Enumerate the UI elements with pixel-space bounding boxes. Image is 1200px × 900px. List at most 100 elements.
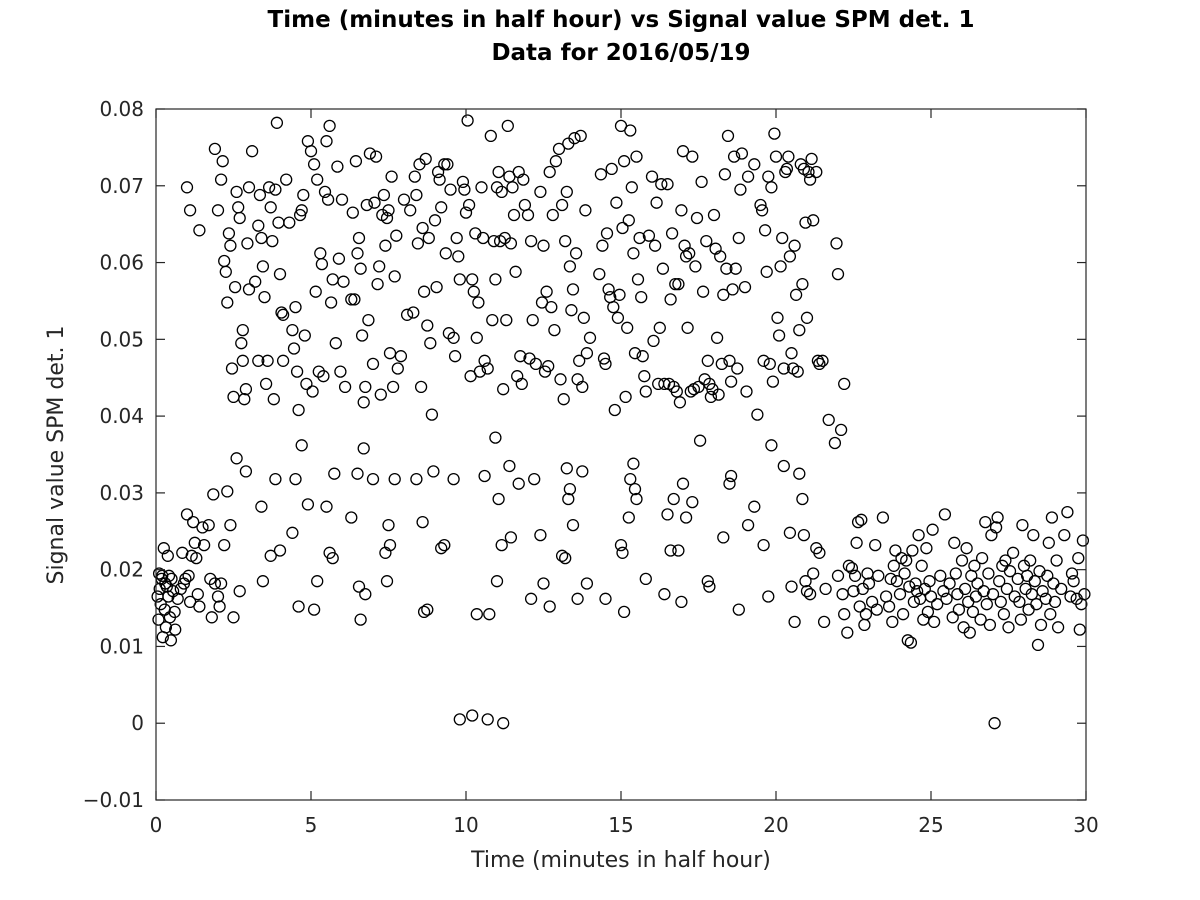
data-point bbox=[650, 196, 663, 209]
data-point bbox=[799, 216, 812, 229]
data-point bbox=[211, 590, 225, 603]
data-point bbox=[433, 173, 446, 186]
data-point bbox=[388, 472, 401, 486]
data-point bbox=[275, 306, 288, 319]
data-point bbox=[459, 206, 473, 219]
data-point bbox=[506, 181, 519, 194]
data-point bbox=[262, 181, 276, 194]
data-point bbox=[362, 313, 375, 327]
data-point bbox=[748, 500, 761, 513]
data-point bbox=[647, 334, 660, 348]
chart-title: Time (minutes in half hour) vs Signal va… bbox=[268, 7, 975, 33]
data-point bbox=[495, 185, 508, 199]
data-point bbox=[509, 265, 522, 278]
data-point bbox=[1041, 569, 1054, 582]
data-point bbox=[286, 323, 299, 337]
data-point bbox=[977, 585, 990, 598]
x-tick-label: 15 bbox=[608, 813, 633, 837]
data-point bbox=[245, 145, 259, 158]
data-point bbox=[300, 377, 313, 391]
data-point bbox=[793, 323, 806, 337]
data-point bbox=[695, 175, 708, 189]
data-point bbox=[501, 119, 514, 133]
data-point bbox=[515, 377, 528, 391]
data-point bbox=[495, 538, 508, 552]
data-point bbox=[566, 283, 580, 296]
data-point bbox=[214, 173, 228, 186]
data-point bbox=[400, 308, 414, 321]
data-point bbox=[960, 542, 973, 555]
data-point bbox=[383, 538, 397, 552]
data-point bbox=[1028, 575, 1041, 588]
data-point bbox=[205, 611, 218, 624]
data-point bbox=[717, 531, 730, 544]
data-point bbox=[214, 577, 228, 590]
data-point bbox=[799, 575, 812, 588]
data-point bbox=[404, 204, 417, 217]
data-point bbox=[785, 580, 798, 593]
data-point bbox=[616, 546, 629, 559]
data-point bbox=[207, 488, 220, 501]
data-point bbox=[638, 370, 651, 383]
data-point bbox=[1000, 582, 1014, 596]
data-point bbox=[661, 178, 674, 191]
y-tick-label: 0.08 bbox=[99, 97, 144, 121]
data-point bbox=[492, 165, 505, 179]
data-point bbox=[224, 239, 237, 252]
data-point bbox=[394, 350, 408, 363]
x-tick-label: 0 bbox=[150, 813, 163, 837]
data-point bbox=[946, 611, 959, 624]
data-point bbox=[490, 575, 504, 588]
y-tick-label: 0.05 bbox=[99, 327, 144, 351]
data-point bbox=[893, 588, 907, 601]
data-point bbox=[679, 511, 693, 524]
data-point bbox=[191, 588, 204, 601]
data-point bbox=[391, 362, 404, 375]
data-point bbox=[311, 173, 324, 186]
data-point bbox=[1047, 577, 1060, 590]
data-point bbox=[554, 373, 567, 386]
data-point bbox=[841, 626, 854, 639]
data-point bbox=[731, 362, 744, 375]
data-point bbox=[926, 523, 939, 536]
data-point bbox=[360, 198, 373, 212]
data-point bbox=[838, 377, 851, 391]
x-tick-label: 30 bbox=[1073, 813, 1098, 837]
data-point bbox=[886, 615, 899, 629]
data-point bbox=[276, 354, 290, 367]
data-point bbox=[442, 327, 456, 340]
data-point bbox=[235, 337, 248, 350]
data-point bbox=[703, 580, 716, 593]
data-point bbox=[758, 224, 772, 237]
data-point bbox=[385, 170, 398, 183]
data-point bbox=[557, 393, 570, 406]
data-point bbox=[380, 211, 394, 225]
data-point bbox=[512, 477, 525, 490]
data-point bbox=[576, 380, 589, 394]
data-point bbox=[548, 323, 561, 337]
data-point bbox=[611, 311, 625, 324]
data-point bbox=[751, 408, 764, 421]
data-point bbox=[718, 168, 732, 181]
data-point bbox=[617, 155, 631, 168]
data-point bbox=[297, 188, 310, 202]
data-point bbox=[359, 380, 372, 394]
data-point bbox=[317, 370, 330, 383]
data-point bbox=[1006, 546, 1020, 559]
data-point bbox=[599, 357, 612, 371]
data-point bbox=[862, 577, 876, 590]
data-point bbox=[421, 319, 434, 332]
data-point bbox=[489, 431, 502, 444]
data-point bbox=[269, 472, 282, 486]
data-point bbox=[576, 465, 589, 478]
data-point bbox=[822, 413, 835, 427]
data-point bbox=[390, 229, 403, 242]
data-point bbox=[997, 608, 1011, 621]
data-point bbox=[421, 603, 434, 616]
data-point bbox=[901, 634, 914, 647]
data-point bbox=[783, 526, 797, 539]
data-point bbox=[338, 380, 352, 394]
data-point bbox=[765, 181, 778, 194]
data-point bbox=[335, 193, 349, 206]
